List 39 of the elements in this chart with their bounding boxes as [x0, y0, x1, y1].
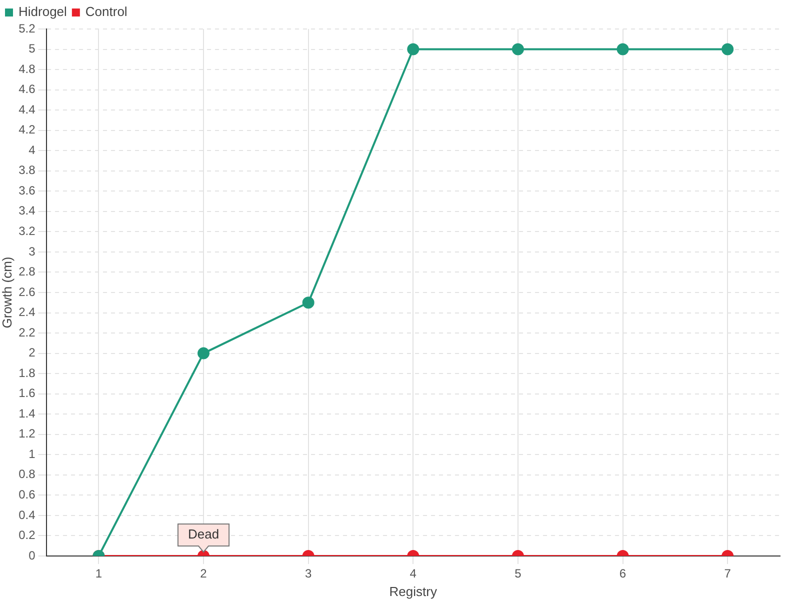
y-tick-label: 0: [28, 548, 36, 562]
x-tick-label: 6: [619, 566, 626, 581]
y-tick-label: 4: [28, 142, 36, 157]
y-tick-label: 3: [28, 244, 36, 258]
y-tick-label: 1.2: [18, 426, 36, 441]
y-tick-label: 1.4: [18, 406, 36, 420]
y-tick-label: 2.8: [18, 264, 36, 279]
y-tick-label: 1.6: [18, 386, 36, 400]
legend-label: Control: [85, 4, 128, 20]
y-tick-label: 0.4: [18, 508, 36, 522]
y-tick-label: 1: [28, 446, 36, 461]
y-tick-label: 0.8: [18, 467, 36, 482]
y-tick-label: 3.8: [18, 163, 36, 178]
y-tick-label: 5.2: [18, 21, 36, 36]
y-tick-label: 3.2: [18, 224, 36, 238]
x-tick-label: 7: [724, 566, 732, 581]
y-tick-label: 2.2: [18, 325, 36, 340]
y-tick-label: 2.4: [18, 305, 36, 320]
x-tick-label: 1: [95, 566, 102, 581]
y-tick-label: 4.4: [18, 102, 36, 116]
y-tick-label: 3.6: [18, 183, 36, 198]
y-axis-title: Growth (cm): [0, 256, 14, 328]
y-tick-label: 4.2: [18, 122, 36, 137]
legend-label: Hidrogel: [18, 4, 68, 20]
x-tick-label: 4: [410, 566, 417, 581]
y-tick-label: 2.6: [18, 284, 36, 299]
y-tick-label: 2: [28, 346, 36, 360]
y-tick-label: 3.4: [18, 204, 36, 218]
y-tick-label: 1.8: [18, 366, 36, 380]
x-axis-title: Registry: [389, 584, 438, 599]
y-tick-label: 4.6: [18, 82, 36, 96]
y-tick-label: 0.2: [18, 528, 36, 542]
x-tick-label: 2: [200, 566, 208, 581]
y-tick-label: 4.8: [18, 62, 36, 76]
x-tick-label: 5: [514, 566, 522, 581]
annotation: Dead: [188, 526, 220, 542]
y-tick-label: 0.6: [18, 488, 36, 502]
y-tick-label: 5: [28, 42, 36, 56]
x-tick-label: 3: [304, 566, 312, 581]
